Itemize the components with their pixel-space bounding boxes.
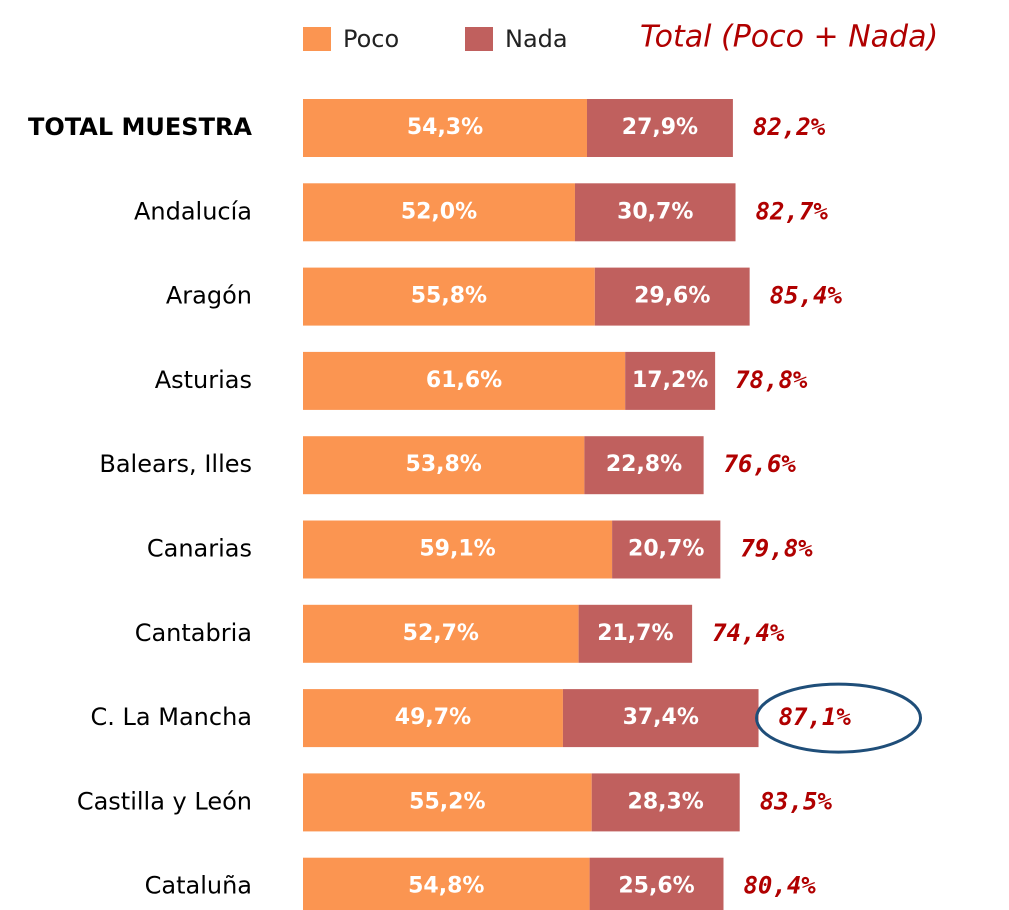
value-label: 54,8% xyxy=(408,874,484,899)
value-label: 55,2% xyxy=(409,789,485,814)
value-label: 20,7% xyxy=(628,537,704,562)
bar-segment xyxy=(578,604,693,663)
bar-segment xyxy=(303,604,579,663)
category-label: Asturias xyxy=(155,366,252,394)
category-label: Andalucía xyxy=(134,197,252,225)
bar-segment xyxy=(303,857,590,910)
value-label: 61,6% xyxy=(426,368,502,393)
bar-segment xyxy=(612,520,721,579)
bar-segment xyxy=(303,267,595,326)
annotation: Total (Poco + Nada) xyxy=(640,20,938,55)
bar-segment xyxy=(562,689,759,748)
value-label: 21,7% xyxy=(597,621,673,646)
value-label: 49,7% xyxy=(395,705,471,730)
total-label: 80,4% xyxy=(743,872,816,900)
value-label: 37,4% xyxy=(623,705,699,730)
legend-swatch xyxy=(303,27,331,51)
total-label: 87,1% xyxy=(779,703,852,731)
value-label: 22,8% xyxy=(606,452,682,477)
highlight-circle xyxy=(755,682,923,754)
bar-segment xyxy=(594,267,750,326)
category-label: TOTAL MUESTRA xyxy=(28,113,252,141)
bar-segment xyxy=(586,99,733,157)
category-label: Aragón xyxy=(166,282,252,310)
category-label: Cantabria xyxy=(135,619,252,647)
bar-segment xyxy=(303,436,585,495)
bar-segment xyxy=(574,183,736,242)
value-label: 55,8% xyxy=(411,284,487,309)
category-label: Balears, Illes xyxy=(99,450,252,478)
legend-swatch xyxy=(465,27,493,51)
category-label: Cataluña xyxy=(145,872,252,900)
value-label: 52,0% xyxy=(401,199,477,224)
total-label: 82,7% xyxy=(756,197,829,225)
value-label: 54,3% xyxy=(407,115,483,140)
bar-segment xyxy=(303,773,592,832)
bar-segment xyxy=(589,857,724,910)
bar-segment xyxy=(303,183,575,242)
bar-segment xyxy=(625,351,716,410)
category-label: Canarias xyxy=(147,535,252,563)
bar-segment xyxy=(584,436,704,495)
bar-segment xyxy=(303,520,613,579)
value-label: 52,7% xyxy=(403,621,479,646)
total-label: 83,5% xyxy=(760,787,833,815)
total-label: 78,8% xyxy=(735,366,808,394)
value-label: 30,7% xyxy=(617,199,693,224)
bar-segment xyxy=(303,689,563,748)
value-label: 17,2% xyxy=(632,368,708,393)
total-label: 76,6% xyxy=(724,450,797,478)
bar-segment xyxy=(591,773,740,832)
value-label: 28,3% xyxy=(628,789,704,814)
value-label: 25,6% xyxy=(618,874,694,899)
bar-segment xyxy=(303,99,587,157)
total-label: 79,8% xyxy=(740,535,813,563)
bar-segment xyxy=(303,351,626,410)
value-label: 53,8% xyxy=(406,452,482,477)
category-label: Castilla y León xyxy=(77,787,252,815)
total-label: 82,2% xyxy=(753,113,826,141)
total-label: 74,4% xyxy=(712,619,785,647)
value-label: 29,6% xyxy=(634,284,710,309)
category-label: C. La Mancha xyxy=(91,703,252,731)
value-label: 59,1% xyxy=(419,537,495,562)
legend-label: Poco xyxy=(343,25,399,53)
value-label: 27,9% xyxy=(622,115,698,140)
legend-label: Nada xyxy=(505,25,568,53)
total-label: 85,4% xyxy=(770,282,843,310)
